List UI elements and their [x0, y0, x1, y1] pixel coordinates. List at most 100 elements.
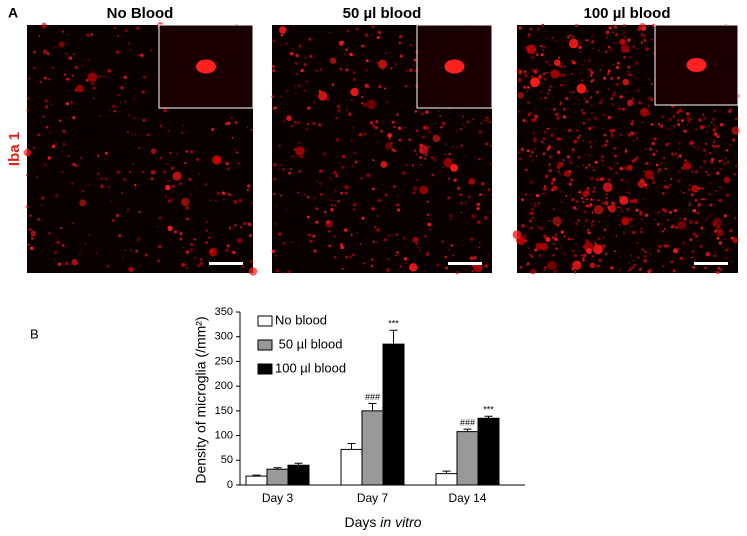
cell-spot [729, 229, 733, 233]
cell-spot [361, 216, 365, 220]
cell-spot [545, 37, 548, 40]
cell-spot [353, 202, 357, 206]
cell-spot [386, 101, 389, 104]
cell-spot [595, 178, 599, 182]
cell-spot [576, 83, 587, 94]
cell-spot [655, 150, 658, 153]
cell-spot [525, 263, 529, 267]
cell-spot [90, 33, 93, 36]
cell-spot [590, 176, 594, 181]
cell-spot [478, 130, 482, 134]
cell-spot [609, 167, 613, 171]
cell-spot [528, 253, 532, 256]
cell-spot [391, 148, 395, 151]
cell-spot [574, 23, 579, 28]
cell-spot [363, 262, 366, 265]
cell-spot [627, 133, 632, 137]
cell-spot [334, 188, 337, 191]
cell-spot [234, 120, 238, 124]
cell-spot [594, 140, 597, 142]
cell-spot [543, 46, 546, 49]
cell-spot [629, 268, 632, 271]
cell-spot [533, 69, 538, 74]
cell-spot [52, 144, 56, 149]
cell-spot [724, 157, 727, 159]
cell-spot [307, 106, 311, 110]
cell-spot [57, 262, 62, 266]
cell-spot [626, 164, 633, 171]
cell-spot [636, 241, 639, 244]
cell-spot [366, 59, 369, 63]
cell-spot [640, 227, 643, 230]
x-axis-label-part: Days [344, 514, 376, 530]
cell-spot [555, 112, 559, 117]
cell-spot [611, 103, 615, 106]
cell-spot [734, 216, 737, 220]
cell-spot [538, 254, 542, 257]
cell-spot [661, 207, 665, 212]
cell-spot [635, 77, 638, 79]
cell-spot [335, 117, 338, 119]
cell-spot [85, 78, 89, 82]
cell-spot [601, 155, 604, 158]
cell-spot [670, 177, 673, 180]
cell-spot [182, 247, 185, 249]
cell-spot [440, 132, 442, 134]
cell-spot [719, 122, 724, 127]
cell-spot [25, 152, 29, 156]
cell-spot [396, 251, 399, 254]
cell-spot [225, 248, 229, 252]
column-title: 100 µl blood [584, 5, 671, 22]
cell-spot [316, 180, 319, 183]
cell-spot [425, 110, 429, 115]
cell-spot [715, 189, 718, 192]
cell-spot [350, 233, 353, 236]
cell-spot [656, 249, 661, 253]
cell-spot [128, 266, 134, 273]
cell-spot [399, 54, 403, 58]
cell-spot [550, 133, 553, 136]
cell-spot [366, 99, 377, 110]
cell-spot [99, 75, 102, 78]
cell-spot [341, 40, 344, 44]
cell-spot [673, 209, 677, 213]
cell-spot [592, 255, 595, 258]
cell-spot [144, 253, 148, 257]
bar [340, 448, 363, 486]
cell-spot [110, 199, 113, 202]
cell-spot [251, 202, 253, 204]
cell-spot [637, 256, 640, 259]
cell-spot [489, 162, 492, 165]
cell-spot [571, 72, 574, 75]
cell-spot [713, 145, 716, 148]
cell-spot [488, 120, 492, 124]
cell-spot [234, 224, 237, 227]
cell-spot [444, 256, 447, 259]
cell-spot [65, 52, 69, 56]
cell-spot [124, 100, 127, 103]
cell-spot [82, 190, 84, 192]
cell-spot [95, 252, 98, 255]
cell-spot [298, 44, 302, 48]
cell-spot [471, 214, 476, 219]
cell-spot [649, 268, 652, 272]
cell-spot [579, 73, 581, 75]
cell-spot [30, 246, 34, 250]
cell-spot [383, 239, 386, 242]
cell-spot [535, 68, 538, 70]
cell-spot [436, 263, 440, 267]
error-bar [442, 470, 451, 474]
cell-spot [369, 121, 374, 125]
cell-spot [138, 146, 141, 149]
cell-spot [544, 96, 547, 100]
cell-spot [699, 244, 703, 248]
cell-spot [186, 217, 189, 221]
cell-spot [318, 89, 322, 93]
cell-spot [678, 154, 682, 158]
cell-spot [166, 180, 168, 182]
cell-spot [542, 152, 546, 156]
cell-spot [48, 232, 51, 235]
cell-spot [676, 157, 679, 159]
cell-spot [516, 224, 519, 227]
cell-spot [525, 45, 529, 49]
